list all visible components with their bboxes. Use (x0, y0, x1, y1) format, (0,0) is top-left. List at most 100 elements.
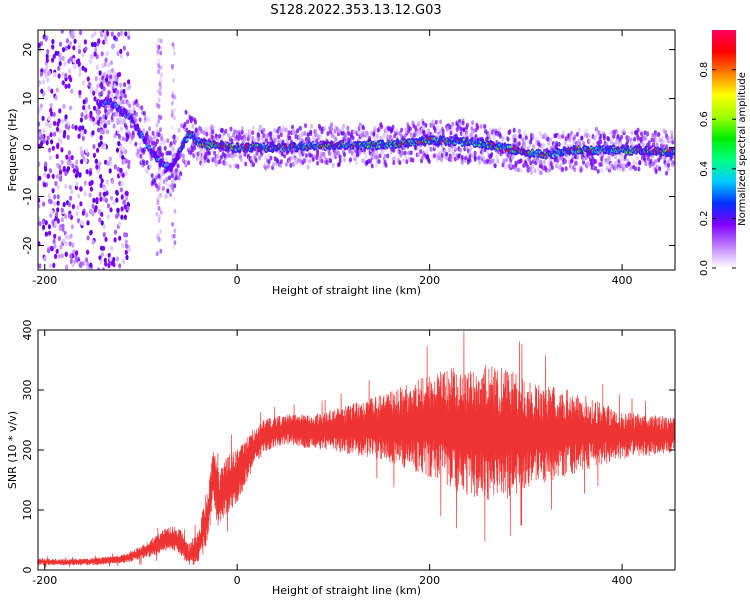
spectrogram-cell (415, 132, 419, 137)
spectrogram-cell (139, 153, 143, 159)
spectrogram-cell (46, 70, 51, 77)
spectrogram-cell (564, 166, 568, 172)
spectrogram-cell (195, 156, 199, 161)
spectrogram-cell (97, 91, 101, 97)
spectrogram-cell (42, 138, 46, 144)
spectrogram-cell (73, 38, 77, 44)
spectrogram-cell (117, 101, 121, 106)
spectrogram-cell (118, 263, 122, 269)
spectrogram-cell (59, 244, 63, 250)
spectrogram-cell (462, 127, 466, 133)
spectrogram-cell (362, 125, 365, 131)
spectrogram-cell (532, 144, 536, 149)
colorbar-tick-label: 0.4 (699, 161, 710, 177)
spectrogram-cell (94, 76, 98, 82)
spectrogram-cell (115, 119, 119, 125)
spectrogram-cell (84, 114, 88, 120)
spectrogram-cell (492, 135, 496, 140)
y-tick-label: -20 (21, 237, 34, 255)
spectrogram-cell (119, 95, 123, 101)
spectrogram-cell (98, 217, 102, 223)
spectrogram-cell (118, 235, 122, 241)
spectrogram-cell (134, 141, 138, 147)
spectrogram-cell (155, 211, 159, 217)
spectrogram-cell (179, 171, 183, 177)
spectrogram-cell (248, 130, 252, 136)
spectrogram-cell (440, 144, 444, 150)
spectrogram-cell (117, 221, 121, 227)
spectrogram-cell (308, 159, 312, 164)
spectrogram-cell (54, 220, 58, 226)
spectrogram-cell (79, 201, 83, 207)
spectrogram-cell (630, 140, 634, 146)
spectrogram-cell (171, 222, 175, 227)
spectrogram-cell (375, 149, 378, 155)
spectrogram-cell (658, 166, 662, 172)
spectrogram-cell (119, 30, 123, 36)
spectrogram-cell (157, 173, 161, 179)
spectrogram-cell (169, 141, 173, 146)
spectrogram-cell (92, 144, 96, 150)
spectrogram-cell (121, 146, 125, 152)
spectrogram-cell (44, 166, 48, 172)
spectrogram-cell (325, 160, 329, 165)
spectrogram-cell (234, 129, 238, 135)
spectrogram-cell (593, 135, 597, 141)
spectrogram-cell (75, 59, 79, 65)
plot-frame (37, 29, 676, 271)
spectrogram-cell (48, 155, 53, 161)
spectrogram-cell (468, 150, 472, 156)
spectrogram-cell (251, 130, 255, 136)
spectrogram-cell (600, 157, 604, 162)
spectrogram-cell (55, 126, 60, 132)
spectrogram-cell (305, 157, 309, 162)
spectrogram-cell (69, 233, 73, 239)
spectrogram-cell (356, 129, 360, 135)
spectrogram-cell (172, 114, 176, 120)
spectrogram-cell (67, 83, 71, 89)
spectrogram-cell (514, 160, 518, 166)
spectrogram-cell (522, 163, 526, 168)
spectrogram-cell (50, 88, 54, 94)
spectrogram-cell (173, 51, 176, 56)
spectrogram-cell (122, 258, 126, 265)
y-axis-label: SNR (10 * v/v) (6, 411, 19, 489)
spectrogram-cell (246, 136, 250, 142)
spectrogram-cell (523, 140, 527, 146)
spectrogram-cell (109, 60, 113, 66)
spectrogram-cell (157, 38, 161, 43)
spectrogram-cell (392, 160, 396, 166)
spectrogram-cell (95, 164, 99, 170)
spectrogram-cell (517, 141, 521, 147)
spectrogram-cell (97, 127, 100, 133)
spectrogram-cell (116, 50, 120, 57)
spectrogram-cell (90, 33, 95, 39)
spectrogram-cell (72, 249, 76, 255)
spectrogram-cell (115, 256, 119, 262)
spectrogram-cell (653, 159, 657, 165)
spectrogram-cell (600, 168, 604, 174)
spectrogram-cell (314, 132, 318, 138)
spectrogram-cell (517, 167, 520, 173)
spectrogram-cell (364, 154, 368, 159)
spectrogram-cell (173, 183, 177, 189)
spectrogram-cell (495, 154, 499, 160)
spectrogram-cell (172, 244, 176, 250)
spectrogram-cell (47, 193, 51, 199)
spectrogram-cell (43, 256, 47, 262)
spectrogram-cell (122, 199, 127, 205)
y-tick-label: 400 (21, 320, 34, 341)
spectrogram-cell (123, 93, 127, 99)
spectrogram-cell (398, 160, 402, 166)
spectrogram-cell (94, 46, 98, 52)
y-tick-label: 200 (21, 440, 34, 461)
y-tick-label: 100 (21, 500, 34, 521)
spectrogram-cell (160, 64, 163, 70)
spectrogram-cell (67, 213, 72, 219)
spectrogram-cell (52, 131, 57, 137)
spectrogram-cell (580, 135, 584, 141)
spectrogram-cell (186, 119, 190, 124)
spectrogram-cell (58, 55, 62, 61)
spectrogram-cell (146, 134, 150, 140)
spectrogram-cell (264, 155, 268, 161)
